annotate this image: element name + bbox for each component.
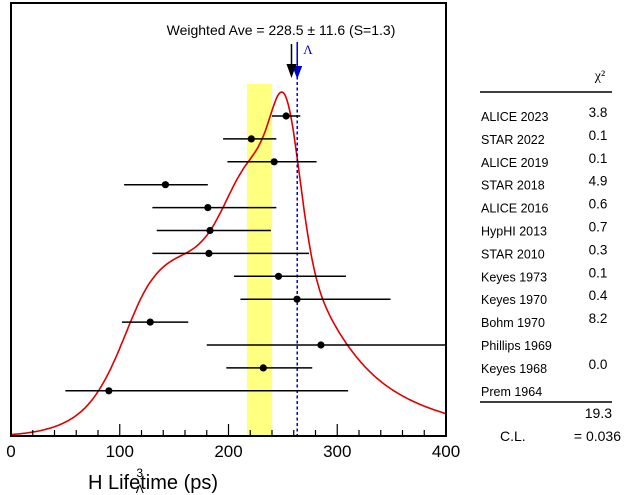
- data-point: [105, 387, 113, 395]
- measurement-points-layer: [65, 112, 446, 395]
- measurement-table: ALICE 2023 3.8 STAR 2022 0.1 ALICE 2019 0.1 ST…: [481, 105, 608, 399]
- table-row-chi2: 0.1: [589, 128, 608, 143]
- table-row-name: Phillips 1969: [481, 339, 552, 353]
- table-row-chi2: 0.6: [589, 197, 608, 212]
- lambda-label: Λ: [303, 42, 313, 57]
- table-row-name: STAR 2022: [481, 133, 545, 147]
- chi2-column-header: χ²: [594, 69, 605, 84]
- data-point: [282, 112, 290, 120]
- plot-frame: [10, 2, 447, 437]
- cl-value: = 0.036: [574, 428, 621, 444]
- lambda-lifetime-marker: Λ: [292, 42, 313, 436]
- table-row-chi2: 3.8: [589, 105, 608, 120]
- x-axis-label-superscript: 3: [136, 466, 143, 480]
- x-axis-label-main: H Lifetime (ps): [88, 472, 218, 494]
- x-tick-label: 200: [214, 442, 242, 461]
- data-point: [317, 341, 325, 349]
- weighted-average-annotation: Weighted Ave = 228.5 ± 11.6 (S=1.3): [167, 22, 396, 38]
- table-row-name: Bohm 1970: [481, 316, 545, 330]
- weighted-average-arrow: [286, 44, 297, 78]
- data-point: [161, 181, 170, 189]
- lambda-arrow-head: [292, 66, 303, 79]
- data-point: [259, 364, 267, 372]
- table-row-name: Keyes 1968: [481, 362, 547, 376]
- cl-label: C.L.: [500, 428, 526, 444]
- data-point: [247, 135, 255, 143]
- table-row-name: HypHI 2013: [481, 225, 547, 239]
- table-row-name: ALICE 2019: [481, 156, 548, 170]
- chi2-total: 19.3: [585, 405, 612, 421]
- data-point: [274, 272, 283, 280]
- data-point: [146, 318, 154, 326]
- table-row-name: STAR 2010: [481, 247, 545, 261]
- average-arrow-head: [286, 64, 297, 78]
- data-point: [206, 226, 214, 235]
- table-row-name: ALICE 2023: [481, 110, 548, 124]
- table-row-chi2: 0.0: [589, 357, 608, 372]
- x-axis-label: 3 Λ H Lifetime (ps): [88, 464, 218, 495]
- data-point: [270, 158, 278, 166]
- data-point: [293, 295, 301, 303]
- table-row-chi2: 0.4: [589, 288, 608, 303]
- table-row-name: ALICE 2016: [481, 202, 548, 216]
- table-row-name: Prem 1964: [481, 385, 542, 399]
- x-tick-label: 0: [6, 442, 15, 461]
- table-row-chi2: 0.7: [589, 220, 608, 235]
- x-tick-label: 100: [106, 442, 134, 461]
- x-axis-label-subscript: Λ: [136, 482, 144, 495]
- table-row-chi2: 0.3: [589, 242, 608, 257]
- ideogram-curve: [10, 91, 447, 436]
- x-axis: 0 100 200 300 400: [6, 424, 460, 461]
- table-row-chi2: 8.2: [589, 311, 608, 326]
- data-point: [204, 204, 212, 212]
- table-row-chi2: 0.1: [589, 151, 608, 166]
- table-row-name: STAR 2018: [481, 179, 545, 193]
- x-tick-label: 400: [432, 442, 460, 461]
- x-tick-label: 300: [323, 442, 351, 461]
- table-row-name: Keyes 1970: [481, 293, 547, 307]
- ideogram-curve-layer: [10, 91, 447, 436]
- table-row-name: Keyes 1973: [481, 270, 547, 284]
- table-row-chi2: 4.9: [589, 174, 608, 189]
- table-row-chi2: 0.1: [589, 265, 608, 280]
- data-point: [205, 249, 213, 257]
